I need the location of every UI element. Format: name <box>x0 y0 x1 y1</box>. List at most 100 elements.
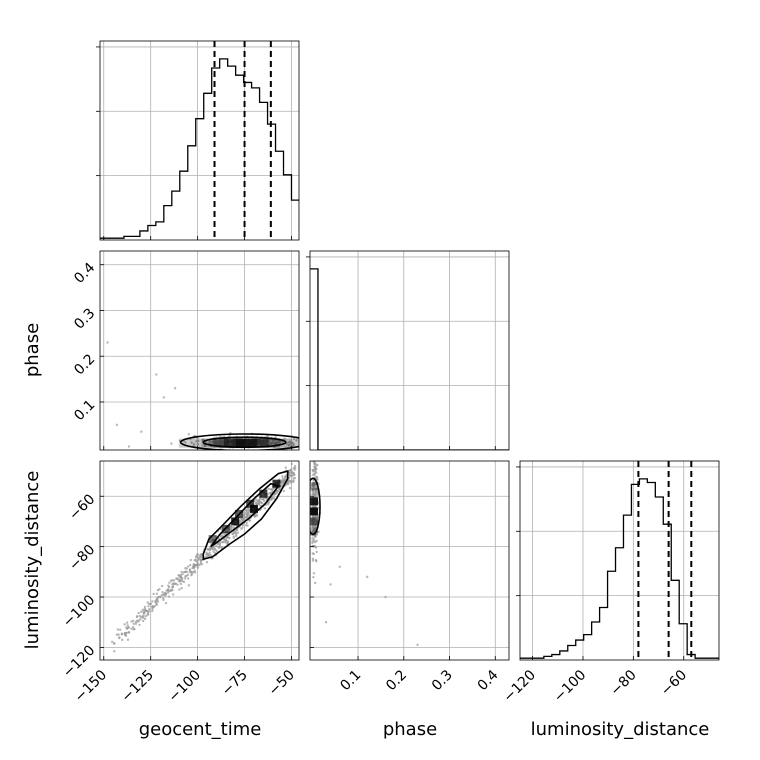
sample-point <box>315 550 318 554</box>
sample-point <box>255 498 258 501</box>
sample-point <box>227 536 230 540</box>
sample-point <box>187 577 190 580</box>
histogram-step-luminosity_distance <box>520 478 719 659</box>
density-cell <box>310 527 318 536</box>
grid-x <box>103 251 292 450</box>
sample-point <box>201 438 205 441</box>
panel-geocent_time-histogram <box>96 40 300 241</box>
density-cell <box>291 438 299 448</box>
panel-frame <box>309 250 510 451</box>
sample-point <box>126 638 130 641</box>
sample-point <box>311 552 314 555</box>
density-cell <box>231 517 240 526</box>
sample-point <box>311 530 314 534</box>
grid-x <box>357 461 496 660</box>
x-tick-label: −60 <box>658 667 690 699</box>
sample-point <box>168 581 171 584</box>
sample-point <box>197 558 200 562</box>
contour-level-0 <box>202 470 289 561</box>
y-tick-label: 0.1 <box>71 397 98 424</box>
sample-point <box>136 614 139 618</box>
panel-luminosity_distance-histogram <box>516 460 720 661</box>
y-tick-label: −100 <box>60 592 99 631</box>
sample-point <box>287 444 291 447</box>
sample-point <box>247 509 251 512</box>
sample-point <box>216 542 219 546</box>
sample-point <box>313 581 317 585</box>
sample-point <box>142 614 145 617</box>
sample-point <box>338 565 341 568</box>
sample-point <box>312 458 314 460</box>
sample-point <box>151 607 154 611</box>
sample-point <box>198 554 201 557</box>
sample-point <box>192 566 196 570</box>
x-tick-label: −125 <box>119 667 158 706</box>
x-tick-label: −120 <box>500 667 539 706</box>
density-cell <box>310 517 318 526</box>
sample-point <box>416 643 419 647</box>
density-cell <box>257 438 269 448</box>
sample-point <box>224 541 227 544</box>
sample-point <box>123 632 127 636</box>
sample-point <box>120 638 124 642</box>
panel-content <box>310 452 509 660</box>
sample-point <box>139 610 143 614</box>
sample-point <box>311 452 313 454</box>
sample-point <box>196 566 200 569</box>
sample-point <box>185 574 188 578</box>
x-axis-label-phase: phase <box>383 719 437 740</box>
sample-point <box>290 470 294 474</box>
sample-point <box>287 482 290 486</box>
sample-point <box>244 524 248 527</box>
density-cell <box>208 535 217 544</box>
panel-frame <box>99 250 300 451</box>
sample-point <box>315 475 318 479</box>
sample-point <box>260 501 263 504</box>
sample-point <box>146 601 149 604</box>
sample-point <box>162 396 166 399</box>
grid-y <box>310 495 509 648</box>
sample-point <box>170 442 173 445</box>
sample-point <box>311 493 314 496</box>
sample-point <box>235 534 238 538</box>
contour-level-1 <box>210 482 280 548</box>
sample-point <box>215 549 218 553</box>
sample-point <box>144 614 148 618</box>
sample-point <box>141 619 145 623</box>
sample-point <box>263 507 267 510</box>
outlier-samples <box>106 341 177 433</box>
sample-point <box>206 547 209 551</box>
sample-point <box>281 477 285 480</box>
density-cell <box>201 438 213 448</box>
panel-phase-vs-luminosity_distance <box>309 452 510 661</box>
sample-point <box>130 620 133 623</box>
sample-point <box>197 556 200 560</box>
density-cell <box>259 489 268 498</box>
sample-point <box>153 605 156 608</box>
sample-point <box>138 623 141 627</box>
sample-point <box>177 574 181 577</box>
x-tick-label: −75 <box>219 667 251 699</box>
sample-point <box>314 558 318 562</box>
sample-point <box>267 501 270 505</box>
sample-point <box>306 445 308 447</box>
density-cell <box>310 497 318 506</box>
y-tick-label: 0.3 <box>71 306 98 333</box>
sample-point <box>268 441 272 444</box>
density-cell <box>303 439 314 448</box>
sample-point <box>290 479 293 482</box>
sample-point <box>311 559 315 562</box>
grid-density <box>100 46 299 177</box>
sample-point <box>143 607 146 611</box>
sample-point <box>218 546 221 550</box>
sample-point <box>126 624 129 627</box>
sample-point <box>178 578 182 582</box>
sample-point <box>312 575 315 579</box>
sample-point <box>274 442 277 445</box>
sample-point <box>188 568 192 571</box>
sample-point <box>289 481 293 484</box>
sample-point <box>313 462 316 466</box>
sample-point <box>137 611 140 615</box>
grid-density <box>520 466 719 597</box>
